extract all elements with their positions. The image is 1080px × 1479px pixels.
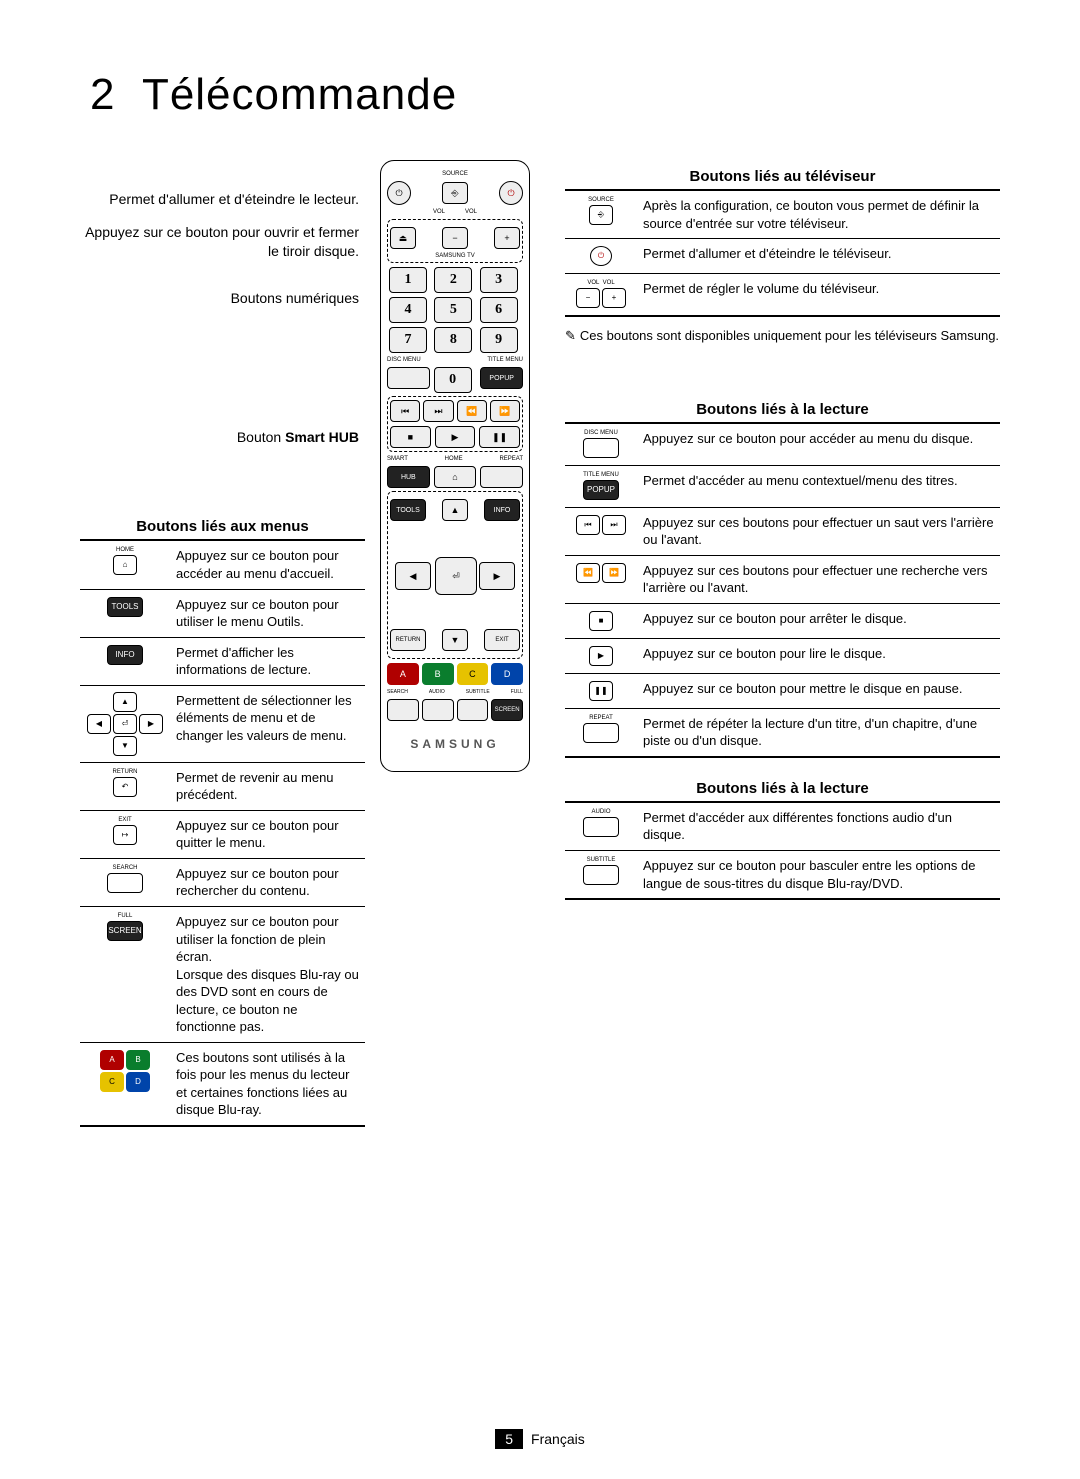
- section-title: Télécommande: [142, 70, 457, 119]
- playback2-section-title: Boutons liés à la lecture: [565, 780, 1000, 797]
- manual-page: 2 Télécommande Permet d'allumer et d'éte…: [0, 0, 1080, 1479]
- left-column: Permet d'allumer et d'éteindre le lecteu…: [80, 160, 365, 1127]
- section-number: 2: [90, 70, 115, 119]
- callout-power: Permet d'allumer et d'éteindre le lecteu…: [80, 190, 365, 209]
- page-footer: 5 Français: [0, 1429, 1080, 1449]
- brand-logo: SAMSUNG: [387, 737, 523, 751]
- callout-smarthub: Bouton Smart HUB: [80, 428, 365, 447]
- callout-numeric: Boutons numériques: [80, 289, 365, 308]
- page-title: 2 Télécommande: [90, 70, 1000, 120]
- menu-table: HOME⌂Appuyez sur ce bouton pour accéder …: [80, 541, 365, 1127]
- playback-table: DISC MENU Appuyez sur ce bouton pour acc…: [565, 424, 1000, 758]
- playback-section-title: Boutons liés à la lecture: [565, 401, 1000, 418]
- remote-column: SOURCE ⏻⎆⏻ VOLVOL ⏏−+ SAMSUNG TV 123 456…: [375, 160, 535, 1127]
- playback2-table: AUDIO Permet d'accéder aux différentes f…: [565, 803, 1000, 900]
- right-column: Boutons liés au téléviseur SOURCE⎆Après …: [545, 160, 1000, 1127]
- page-number: 5: [495, 1429, 523, 1449]
- page-language: Français: [531, 1431, 585, 1447]
- callout-eject: Appuyez sur ce bouton pour ouvrir et fer…: [80, 223, 365, 261]
- tv-section-title: Boutons liés au téléviseur: [565, 168, 1000, 185]
- tv-note: ✎Ces boutons sont disponibles uniquement…: [565, 327, 1000, 345]
- remote-control-diagram: SOURCE ⏻⎆⏻ VOLVOL ⏏−+ SAMSUNG TV 123 456…: [380, 160, 530, 772]
- menu-section-title: Boutons liés aux menus: [80, 518, 365, 535]
- tv-table: SOURCE⎆Après la configuration, ce bouton…: [565, 191, 1000, 317]
